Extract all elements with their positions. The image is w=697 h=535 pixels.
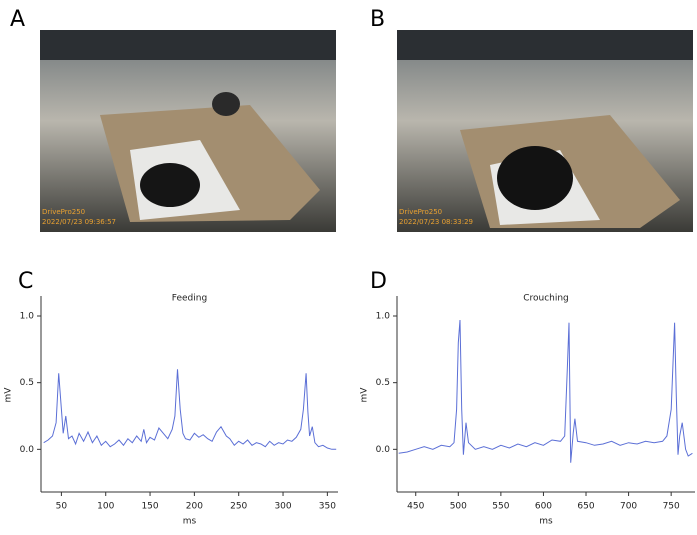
chart-title: Crouching bbox=[523, 294, 569, 304]
y-axis-label: mV bbox=[360, 387, 370, 403]
y-tick-label: 1.0 bbox=[20, 312, 35, 322]
x-tick-label: 150 bbox=[141, 502, 158, 512]
y-tick-label: 0.0 bbox=[20, 445, 35, 455]
x-tick-label: 250 bbox=[230, 502, 247, 512]
y-tick-label: 0.5 bbox=[20, 378, 34, 388]
x-tick-label: 350 bbox=[319, 502, 336, 512]
x-axis-label: ms bbox=[183, 517, 197, 527]
watermark: DrivePro250 bbox=[399, 208, 442, 216]
x-axis-label: ms bbox=[539, 517, 553, 527]
panel-letter: A bbox=[10, 7, 25, 32]
x-tick-label: 550 bbox=[492, 502, 509, 512]
y-tick-label: 0.5 bbox=[376, 378, 390, 388]
x-tick-label: 450 bbox=[407, 502, 424, 512]
ecg-trace bbox=[43, 369, 337, 450]
y-tick-label: 0.0 bbox=[376, 445, 391, 455]
photo-a bbox=[40, 30, 336, 232]
x-tick-label: 50 bbox=[56, 502, 68, 512]
x-tick-label: 700 bbox=[620, 502, 637, 512]
panel-letter: B bbox=[370, 7, 385, 32]
watermark: DrivePro250 bbox=[42, 208, 85, 216]
x-tick-label: 750 bbox=[663, 502, 680, 512]
panel-letter: C bbox=[18, 269, 33, 294]
x-tick-label: 300 bbox=[274, 502, 291, 512]
panel-letter: D bbox=[370, 269, 387, 294]
x-tick-label: 100 bbox=[97, 502, 114, 512]
x-tick-label: 600 bbox=[535, 502, 552, 512]
timestamp: 2022/07/23 09:36:57 bbox=[42, 218, 116, 226]
x-tick-label: 650 bbox=[577, 502, 594, 512]
y-tick-label: 1.0 bbox=[376, 312, 391, 322]
x-tick-label: 500 bbox=[450, 502, 467, 512]
photo-b bbox=[397, 30, 693, 232]
chart-title: Feeding bbox=[172, 294, 207, 304]
y-axis-label: mV bbox=[4, 387, 14, 403]
ecg-trace bbox=[398, 319, 693, 463]
timestamp: 2022/07/23 08:33:29 bbox=[399, 218, 473, 226]
x-tick-label: 200 bbox=[186, 502, 203, 512]
